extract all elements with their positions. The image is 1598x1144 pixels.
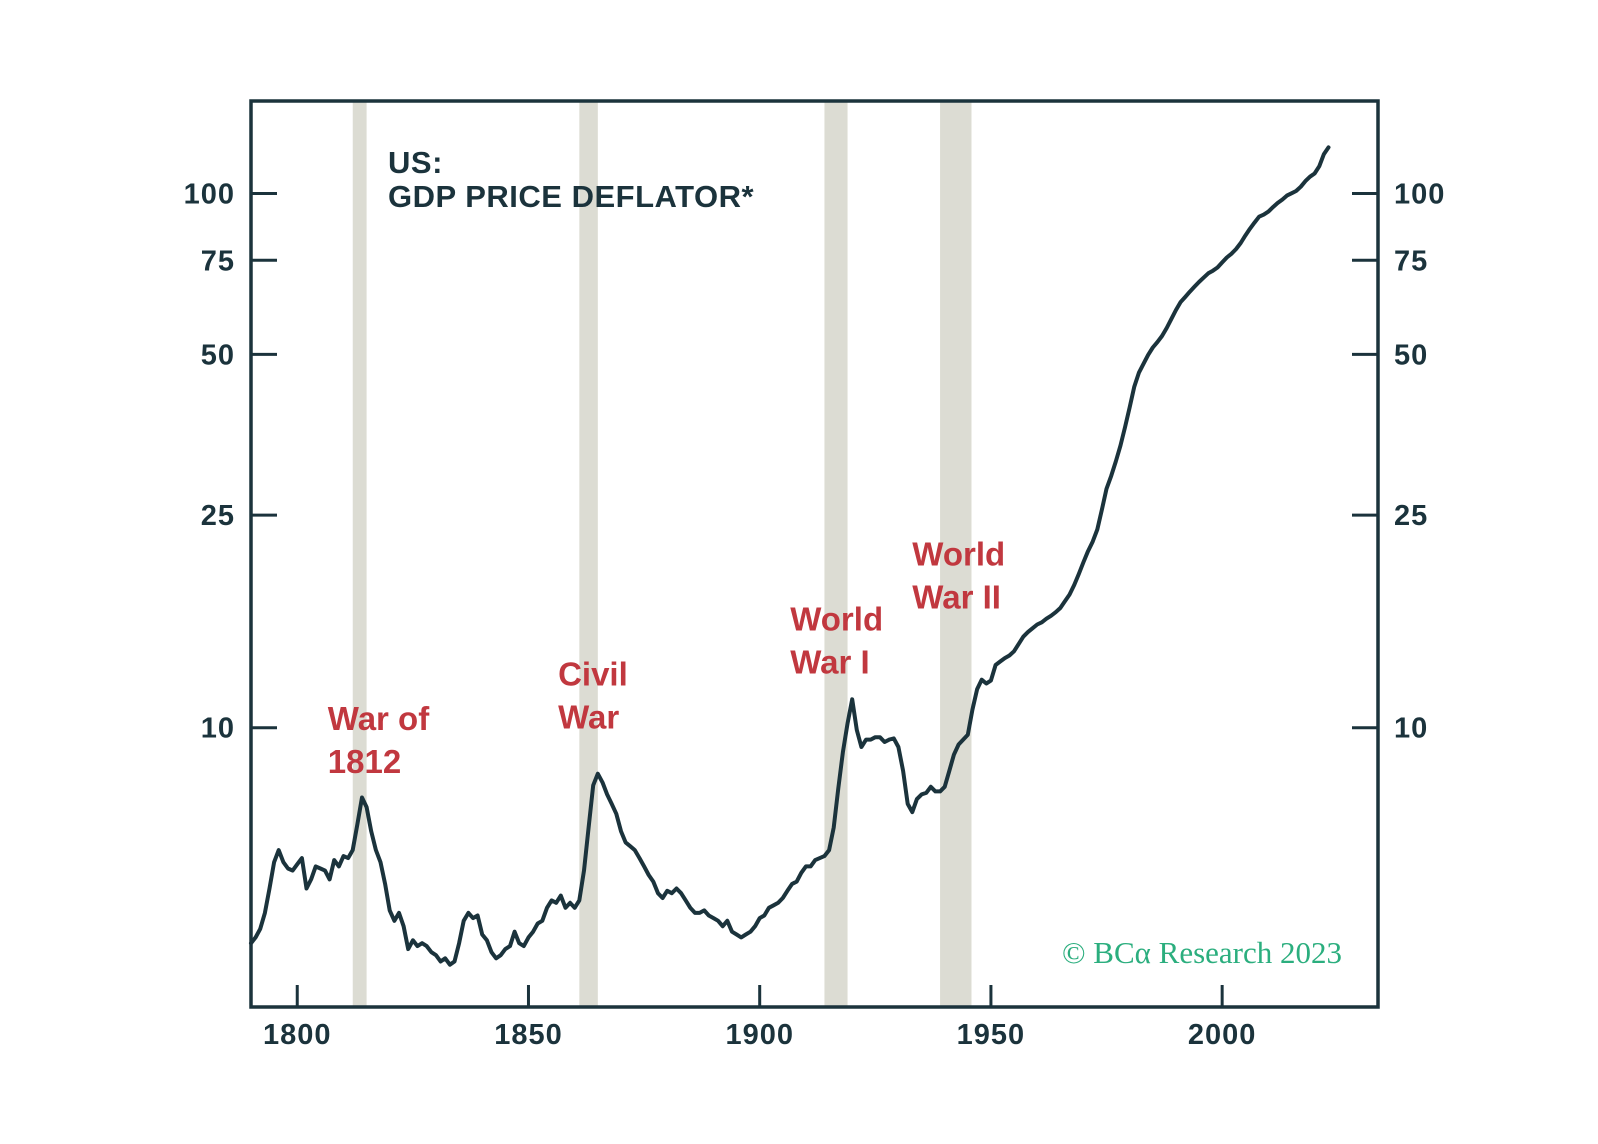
x-axis-label: 1900 <box>725 1019 794 1051</box>
plot-border <box>249 99 1380 1009</box>
war-band <box>940 101 972 1007</box>
y-axis-label-left: 25 <box>201 500 235 532</box>
axis-ticks <box>251 192 1378 1007</box>
y-axis-label-left: 50 <box>201 339 235 371</box>
y-axis-label-left: 100 <box>184 179 235 211</box>
y-axis-label-left: 75 <box>201 245 235 277</box>
war-annotation: War of 1812 <box>328 700 430 780</box>
war-shading-bands <box>352 101 972 1007</box>
axis-labels: 100 100 75 75 50 50 25 25 10 10 1800 1850 1900 1950 20… <box>184 179 1445 1051</box>
x-axis-label: 1850 <box>494 1019 563 1051</box>
y-axis-label-right: 100 <box>1394 179 1445 211</box>
y-axis-label-right: 25 <box>1394 500 1428 532</box>
chart-title-line1: US: <box>388 145 443 180</box>
x-axis-label: 2000 <box>1188 1019 1257 1051</box>
y-axis-label-right: 75 <box>1394 245 1428 277</box>
war-annotations: War of 1812 Civil War World War I World War II <box>328 536 1005 780</box>
deflator-line <box>249 145 1331 967</box>
war-annotation: World War I <box>790 601 883 681</box>
y-axis-label-right: 50 <box>1394 339 1428 371</box>
y-axis-label-left: 10 <box>201 713 235 745</box>
war-band <box>824 101 848 1007</box>
war-annotation: Civil War <box>558 655 628 735</box>
war-annotation: World War II <box>912 536 1005 616</box>
x-axis-label: 1950 <box>957 1019 1026 1051</box>
chart-title-line2: GDP PRICE DEFLATOR* <box>388 179 754 214</box>
war-band <box>352 101 367 1007</box>
bca-research-credit: © BCα Research 2023 <box>1062 935 1342 970</box>
y-axis-label-right: 10 <box>1394 713 1428 745</box>
x-axis-label: 1800 <box>263 1019 332 1051</box>
